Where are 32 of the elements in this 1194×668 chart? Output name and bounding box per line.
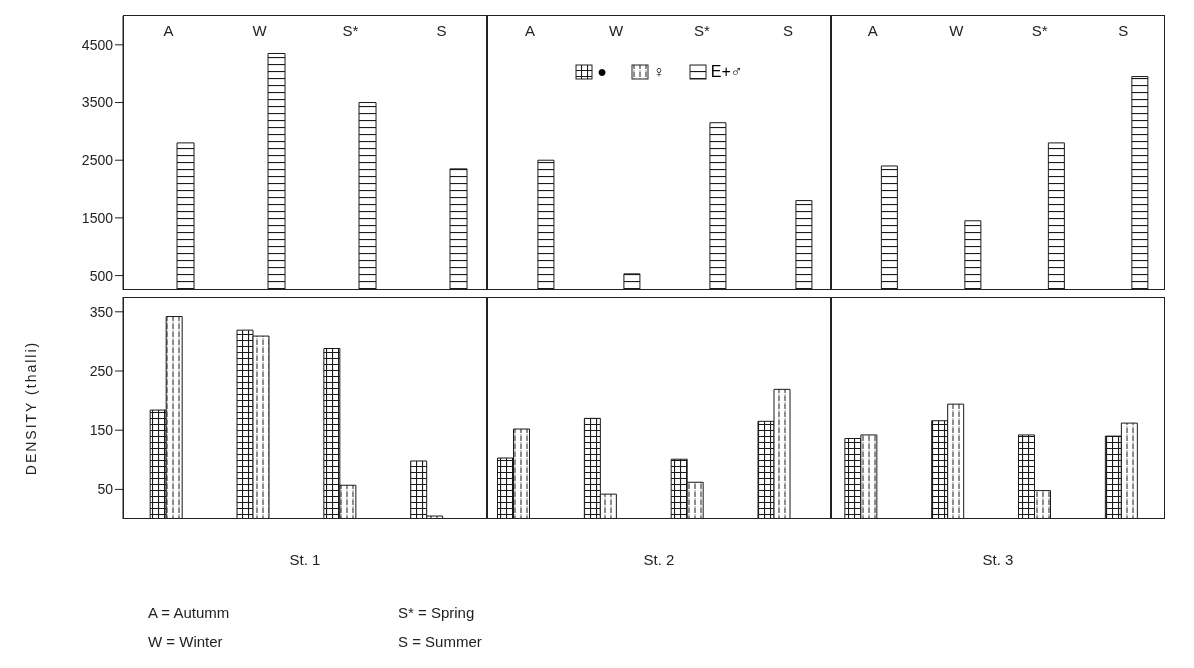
text: W = Winter [148,633,224,650]
y-axis-title: DENSITY (thalli) [22,340,39,476]
text: St. 2 [642,551,676,568]
x-tick-label: A [867,22,878,39]
x-tick-label: S* [694,22,711,39]
x-tick-label: S [436,22,447,39]
x-tick-label: W [252,22,268,39]
y-tick-label: 350 [89,303,114,320]
y-tick-label: 150 [89,422,114,439]
x-tick-label: S [782,22,794,39]
x-tick-label: S* [1031,22,1048,39]
x-tick-label: A [524,22,536,39]
text: S = Summer [398,633,483,650]
y-tick-label: 250 [89,362,114,379]
x-tick-label: W [949,22,965,39]
legend-label: ● [597,63,607,81]
text: St. 3 [981,551,1015,568]
y-tick-label: 50 [97,481,114,498]
y-tick-label: 2500 [81,152,114,169]
x-tick-label: W [608,22,624,39]
y-tick-label: 500 [89,267,114,284]
legend-label: ♀ [652,63,665,81]
x-tick-label: S [1118,22,1129,39]
text: A = Autumm [148,604,231,621]
y-tick-label: 1500 [81,209,114,226]
y-tick-label: 4500 [81,36,114,53]
text: S* = Spring [398,604,476,621]
x-tick-label: S* [342,22,359,39]
legend-label: E+♂ [710,63,743,81]
text: St. 1 [288,551,322,568]
y-tick-label: 3500 [81,94,114,111]
x-tick-label: A [163,22,174,39]
